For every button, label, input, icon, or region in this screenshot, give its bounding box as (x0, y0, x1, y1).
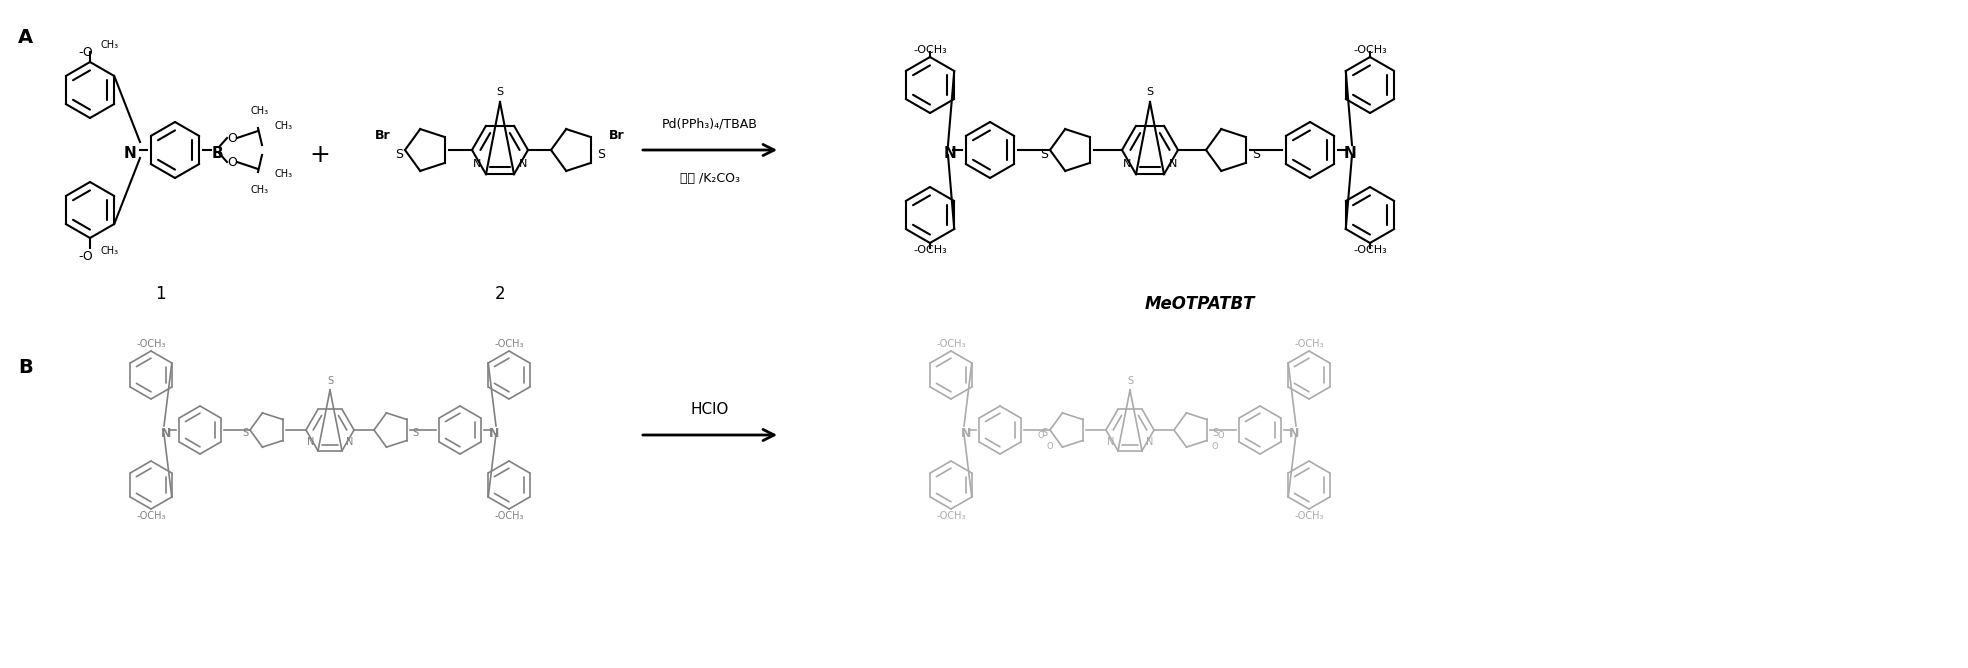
Text: N: N (520, 159, 527, 169)
Text: +: + (309, 143, 331, 167)
Text: S: S (496, 87, 504, 97)
Text: S: S (1128, 376, 1134, 386)
Text: N: N (943, 146, 956, 160)
Text: CH₃: CH₃ (274, 169, 291, 179)
Text: 1: 1 (155, 285, 165, 303)
Text: N: N (1145, 437, 1153, 447)
Text: N: N (488, 426, 500, 440)
Text: S: S (1039, 148, 1049, 160)
Text: CH₃: CH₃ (252, 106, 270, 116)
Text: O: O (1218, 430, 1224, 440)
Text: O: O (226, 156, 236, 168)
Text: N: N (1106, 437, 1114, 447)
Text: B: B (18, 358, 33, 377)
Text: -OCH₃: -OCH₃ (913, 45, 947, 55)
Text: N: N (346, 437, 354, 447)
Text: N: N (960, 426, 970, 440)
Text: -O: -O (79, 46, 92, 59)
Text: MeOTPATBT: MeOTPATBT (1145, 295, 1256, 313)
Text: A: A (18, 28, 33, 47)
Text: S: S (242, 428, 248, 438)
Text: -OCH₃: -OCH₃ (136, 511, 165, 521)
Text: B: B (211, 146, 222, 160)
Text: -OCH₃: -OCH₃ (937, 339, 966, 349)
Text: O: O (1037, 430, 1043, 440)
Text: O: O (1212, 442, 1218, 451)
Text: -OCH₃: -OCH₃ (1354, 45, 1387, 55)
Text: S: S (1147, 87, 1153, 97)
Text: -OCH₃: -OCH₃ (937, 511, 966, 521)
Text: -OCH₃: -OCH₃ (1295, 339, 1324, 349)
Text: N: N (307, 437, 315, 447)
Text: N: N (1122, 159, 1132, 169)
Text: O: O (1047, 442, 1053, 451)
Text: Br: Br (376, 128, 392, 142)
Text: HClO: HClO (691, 402, 730, 417)
Text: S: S (1252, 148, 1260, 160)
Text: S: S (596, 148, 604, 160)
Text: S: S (396, 148, 403, 160)
Text: S: S (1212, 428, 1218, 438)
Text: -O: -O (79, 250, 92, 263)
Text: -OCH₃: -OCH₃ (1295, 511, 1324, 521)
Text: CH₃: CH₃ (100, 40, 118, 50)
Text: CH₃: CH₃ (100, 246, 118, 256)
Text: N: N (1289, 426, 1299, 440)
Text: O: O (226, 132, 236, 144)
Text: N: N (161, 426, 171, 440)
Text: Br: Br (610, 128, 624, 142)
Text: N: N (1344, 146, 1356, 160)
Text: S: S (327, 376, 333, 386)
Text: CH₃: CH₃ (252, 185, 270, 195)
Text: -OCH₃: -OCH₃ (1354, 245, 1387, 255)
Text: -OCH₃: -OCH₃ (494, 339, 523, 349)
Text: -OCH₃: -OCH₃ (494, 511, 523, 521)
Text: Pd(PPh₃)₄/TBAB: Pd(PPh₃)₄/TBAB (661, 117, 758, 130)
Text: N: N (124, 146, 136, 160)
Text: N: N (472, 159, 480, 169)
Text: 甲苯 /K₂CO₃: 甲苯 /K₂CO₃ (681, 172, 740, 185)
Text: 2: 2 (494, 285, 506, 303)
Text: CH₃: CH₃ (274, 121, 291, 131)
Text: N: N (1169, 159, 1177, 169)
Text: S: S (1041, 428, 1049, 438)
Text: -OCH₃: -OCH₃ (913, 245, 947, 255)
Text: -OCH₃: -OCH₃ (136, 339, 165, 349)
Text: S: S (411, 428, 417, 438)
